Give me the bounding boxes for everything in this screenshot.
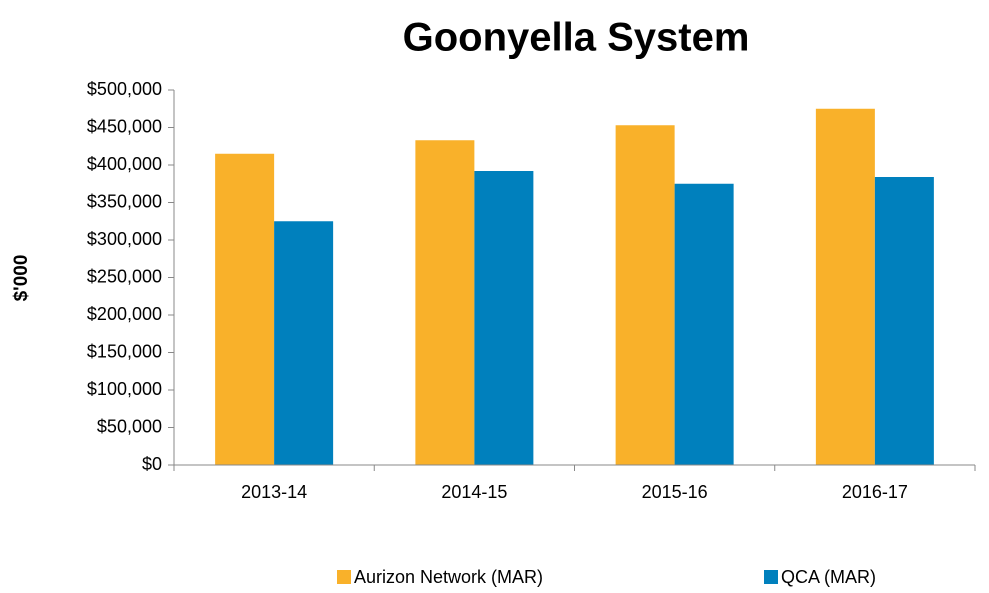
x-tick-label: 2015-16 (642, 482, 708, 502)
y-tick-label: $150,000 (87, 341, 162, 361)
y-tick-label: $0 (142, 454, 162, 474)
legend-swatch (764, 570, 778, 584)
chart-title: Goonyella System (403, 16, 750, 60)
x-tick-label: 2016-17 (842, 482, 908, 502)
bar (874, 177, 934, 465)
bar (474, 171, 534, 465)
y-tick-label: $50,000 (97, 416, 162, 436)
legend-swatch (337, 570, 351, 584)
y-tick-label: $500,000 (87, 79, 162, 99)
y-axis-label: $'000 (11, 255, 32, 302)
y-tick-label: $350,000 (87, 191, 162, 211)
bar (815, 108, 875, 465)
y-tick-label: $200,000 (87, 304, 162, 324)
bar (415, 140, 475, 465)
y-tick-label: $400,000 (87, 154, 162, 174)
y-tick-label: $450,000 (87, 116, 162, 136)
bar (215, 153, 275, 465)
x-tick-label: 2014-15 (441, 482, 507, 502)
y-tick-label: $250,000 (87, 266, 162, 286)
bar (615, 125, 675, 465)
bar (674, 183, 734, 465)
x-tick-label: 2013-14 (241, 482, 307, 502)
bar (274, 221, 334, 465)
legend-label: Aurizon Network (MAR) (354, 567, 543, 587)
y-tick-label: $100,000 (87, 379, 162, 399)
legend-label: QCA (MAR) (781, 567, 876, 587)
y-tick-label: $300,000 (87, 229, 162, 249)
